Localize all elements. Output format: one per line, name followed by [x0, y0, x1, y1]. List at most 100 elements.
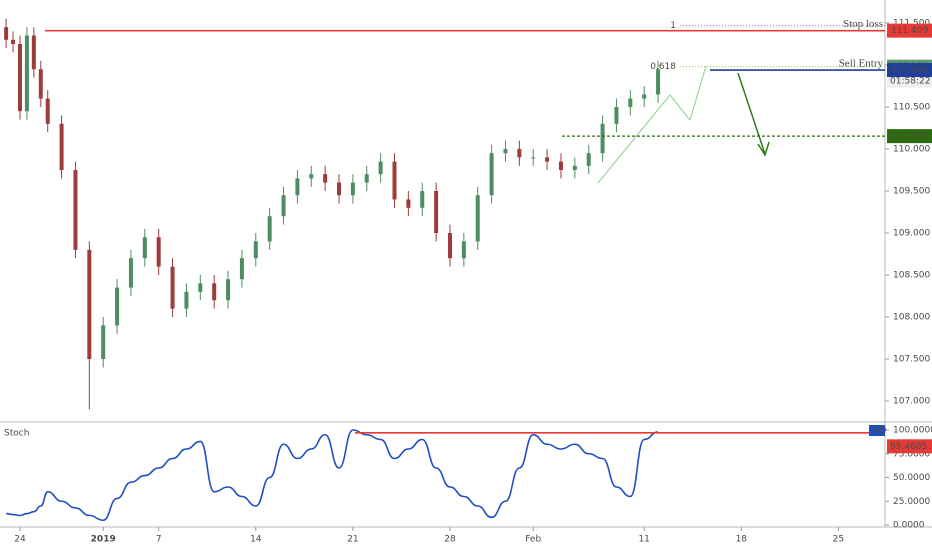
level-price-label: 111.409 [891, 26, 928, 36]
candle-body [184, 291, 189, 309]
candle-body [170, 266, 175, 309]
candle-body [4, 27, 9, 40]
candle-body [545, 157, 550, 162]
y-tick-label: 109.000 [893, 229, 930, 239]
candle-body [420, 191, 425, 208]
candle-body [73, 170, 78, 250]
candle-body [31, 35, 36, 70]
candle-body [378, 161, 383, 175]
candle-body [642, 94, 647, 99]
x-tick-label: 25 [833, 535, 844, 545]
candle-body [337, 182, 342, 196]
candle-body [531, 157, 536, 159]
fib-ratio: 1 [670, 21, 676, 31]
candle-body [59, 123, 64, 170]
candle-body [309, 174, 314, 179]
candle-body [295, 178, 300, 196]
x-tick-label: 11 [638, 535, 649, 545]
countdown-box [887, 74, 932, 88]
arrow-shaft [737, 72, 766, 155]
candle-body [24, 35, 29, 112]
candle-body [198, 283, 203, 292]
x-tick-label: Feb [525, 535, 541, 545]
candle-body [364, 174, 369, 183]
y-tick-label: 108.500 [893, 271, 930, 281]
candle-body [586, 153, 591, 166]
level-name: Sell Entry [839, 58, 884, 70]
candle-body [323, 174, 328, 183]
candle-body [38, 69, 43, 99]
y-tick-label: 107.000 [893, 397, 930, 407]
pattern-drawing [597, 65, 707, 184]
pattern-leg [597, 94, 671, 184]
y-tick-label: 111.500 [893, 19, 930, 29]
candle-body [434, 191, 439, 233]
y-tick-label: 110.000 [893, 145, 930, 155]
candle-body [11, 39, 16, 44]
stoch-y-tick-label: 25.0000 [893, 497, 930, 507]
stoch-y-tick-label: 100.0000 [893, 426, 932, 436]
candle-body [517, 149, 522, 158]
x-tick-label: 21 [347, 535, 358, 545]
stoch-title: Stoch [4, 429, 29, 439]
candle-body [628, 98, 633, 107]
x-tick-label: 2019 [91, 535, 116, 545]
pattern-leg [689, 65, 707, 121]
candle-body [350, 182, 355, 196]
stoch-line [6, 429, 659, 522]
candle-body [461, 241, 466, 259]
y-tick-label: 109.500 [893, 187, 930, 197]
stoch-y-tick-label: 50.0000 [893, 473, 930, 483]
y-tick-label: 108.000 [893, 313, 930, 323]
candle-body [45, 98, 50, 124]
candle-body [101, 325, 106, 359]
candle-body [267, 216, 272, 242]
candle-body [239, 258, 244, 280]
y-tick-label: 107.500 [893, 355, 930, 365]
x-tick-label: 24 [14, 535, 26, 545]
candle-body [17, 44, 22, 112]
stoch-y-tick-label: 0.0000 [893, 521, 925, 531]
candle-body [87, 249, 92, 359]
stoch-last-box [887, 439, 932, 454]
candle-body [392, 161, 397, 200]
candle-body [614, 107, 619, 124]
candle-body [503, 149, 508, 154]
candle-body [656, 69, 661, 95]
level-price-box [887, 63, 932, 78]
arrow-head [757, 141, 770, 157]
candle-body [489, 153, 494, 196]
candle-body [142, 237, 147, 259]
x-tick-label: 7 [156, 535, 162, 545]
fib-ratio: 0.618 [650, 62, 676, 72]
x-tick-label: 14 [250, 535, 262, 545]
y-tick-label: 110.500 [893, 103, 930, 113]
candle-body [128, 258, 133, 288]
candle-body [253, 241, 258, 259]
x-tick-label: 18 [736, 535, 748, 545]
candle-body [475, 195, 480, 242]
candle-body [600, 123, 605, 154]
level-price-label: 110.153 [891, 132, 928, 142]
candle-body [558, 161, 563, 170]
stoch-name: %D [871, 426, 887, 436]
level-name: Stop loss [843, 18, 883, 30]
candle-body [226, 279, 231, 301]
stoch-y-tick-label: 75.0000 [893, 449, 930, 459]
pattern-leg [669, 94, 691, 121]
level-price-box [887, 23, 932, 38]
x-tick-label: 28 [444, 535, 456, 545]
candle-body [156, 237, 161, 267]
candle-body [281, 195, 286, 217]
candle-body [406, 199, 411, 208]
level-price-box [887, 129, 932, 144]
candle-body [115, 287, 120, 326]
stoch-last-label: 95.4605 [890, 442, 927, 452]
candle-body [212, 283, 217, 301]
candle-body [447, 233, 452, 259]
candle-body [572, 165, 577, 170]
sell-arrow [737, 72, 770, 157]
countdown: 01:58:22 [890, 77, 930, 87]
